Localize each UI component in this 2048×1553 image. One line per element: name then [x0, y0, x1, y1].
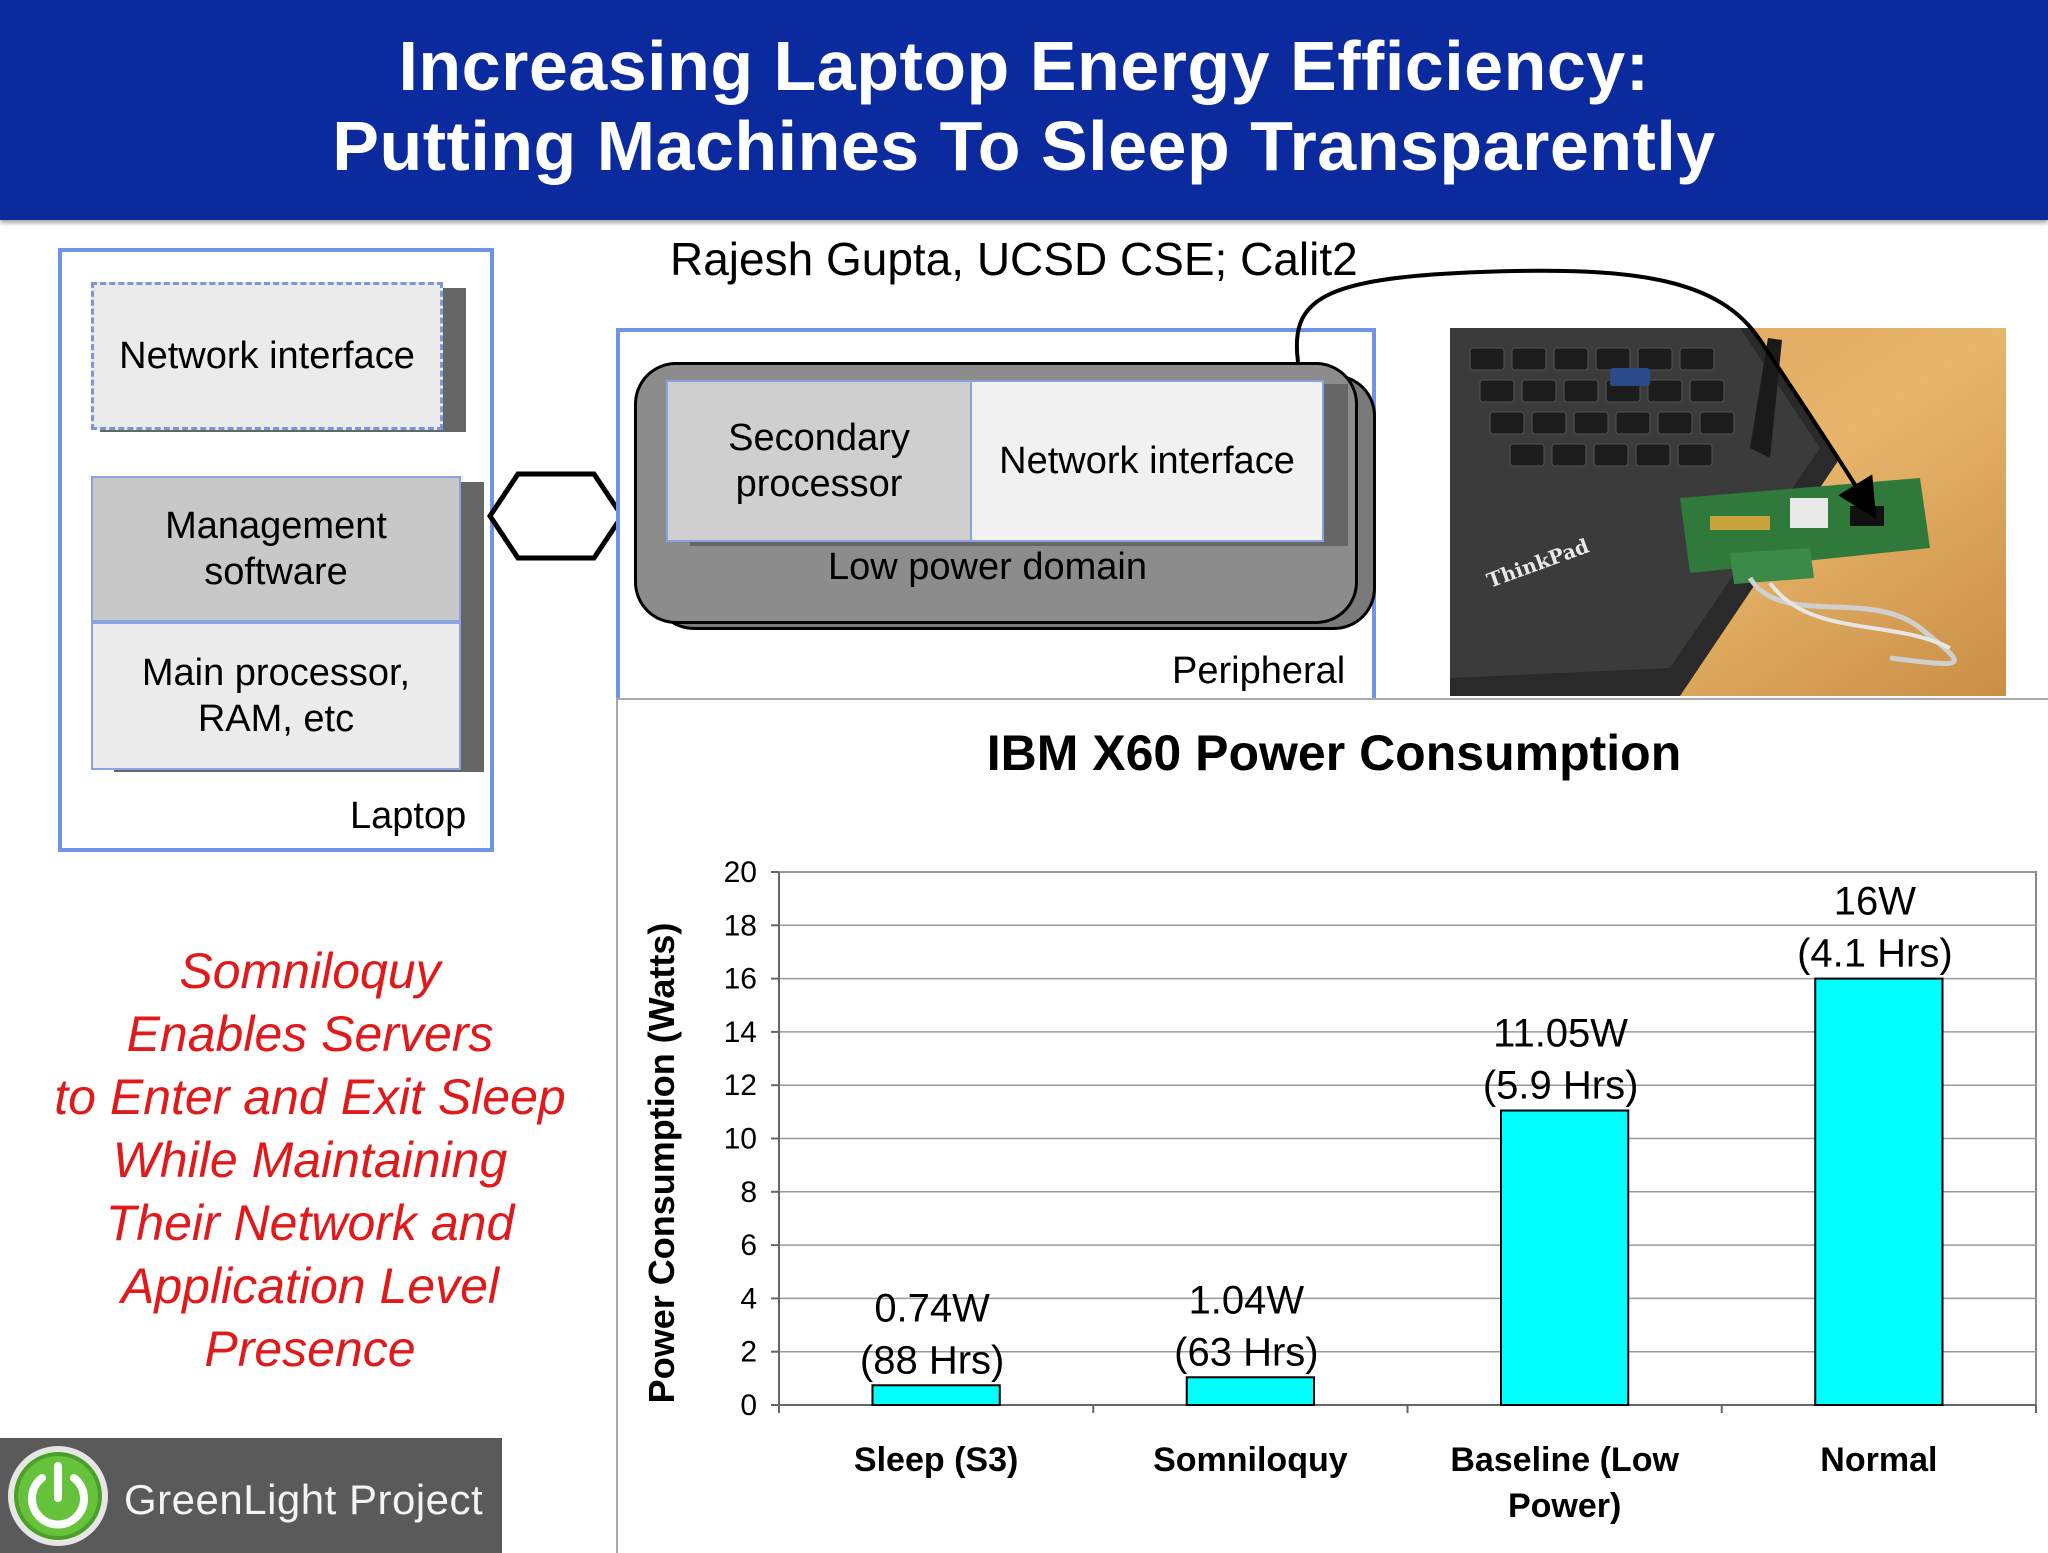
y-tick-label: 10	[724, 1123, 757, 1156]
data-label: (88 Hrs)	[860, 1338, 1004, 1382]
secondary-processor-label-2: processor	[735, 463, 903, 505]
x-category-label: Somniloquy	[1153, 1441, 1348, 1479]
title-line-1: Increasing Laptop Energy Efficiency:	[398, 27, 1650, 105]
peripheral-label: Peripheral	[1172, 650, 1346, 692]
laptop-peripheral-photo: ThinkPad	[1450, 328, 2006, 696]
data-label: (5.9 Hrs)	[1483, 1064, 1639, 1108]
y-tick-label: 16	[724, 963, 757, 996]
interface-connector-hexagon	[486, 471, 626, 561]
low-power-domain-label: Low power domain	[828, 546, 1147, 588]
laptop-label: Laptop	[350, 795, 467, 837]
title-banner: Increasing Laptop Energy Efficiency: Put…	[0, 0, 2048, 220]
y-tick-label: 20	[724, 856, 757, 889]
main-processor-label-1: Main processor,	[141, 652, 411, 694]
power-consumption-chart: IBM X60 Power Consumption Power Consumpt…	[641, 725, 2037, 1525]
chart-title: IBM X60 Power Consumption	[987, 725, 1682, 781]
chart-panel	[616, 698, 2048, 1553]
logo-text: GreenLight Project	[124, 1476, 484, 1523]
y-tick-label: 18	[724, 909, 757, 942]
peripheral-network-interface-label: Network interface	[999, 440, 1295, 482]
greenlight-logo	[0, 1438, 502, 1553]
data-label: (63 Hrs)	[1174, 1330, 1318, 1374]
laptop-network-interface-label: Network interface	[119, 335, 415, 377]
data-label: 0.74W	[874, 1286, 990, 1330]
x-category-label: Baseline (Low	[1450, 1441, 1679, 1479]
x-category-label: Power)	[1508, 1487, 1621, 1525]
caption-line-5: Their Network and	[105, 1195, 515, 1251]
main-processor-box: Main processor, RAM, etc	[91, 622, 461, 770]
management-software-box: Management software	[91, 476, 461, 622]
y-tick-label: 12	[724, 1069, 757, 1102]
caption-line-2: Enables Servers	[126, 1006, 494, 1062]
peripheral-network-interface-box: Network interface	[970, 380, 1324, 542]
y-axis-title: Power Consumption (Watts)	[641, 923, 682, 1404]
bar-3	[1499, 1109, 1630, 1406]
somniloquy-caption: Somniloquy Enables Servers to Enter and …	[30, 940, 590, 1381]
caption-line-1: Somniloquy	[179, 943, 441, 999]
x-category-label: Normal	[1820, 1441, 1937, 1479]
y-tick-label: 0	[740, 1389, 757, 1422]
y-tick-label: 2	[740, 1336, 757, 1369]
power-icon	[8, 1446, 108, 1546]
management-software-label-2: software	[204, 551, 348, 593]
secondary-processor-box: Secondary processor	[666, 380, 972, 542]
management-software-label-1: Management	[165, 505, 387, 547]
y-tick-label: 8	[740, 1176, 757, 1209]
y-tick-label: 4	[740, 1282, 757, 1315]
caption-line-4: While Maintaining	[112, 1132, 508, 1188]
y-tick-label: 6	[740, 1229, 757, 1262]
secondary-processor-label-1: Secondary	[728, 417, 910, 459]
data-label: 11.05W	[1493, 1012, 1628, 1056]
caption-line-7: Presence	[204, 1321, 416, 1377]
x-category-label: Sleep (S3)	[854, 1441, 1018, 1479]
bar-1	[871, 1384, 1001, 1406]
data-label: 16W	[1834, 880, 1916, 924]
data-label: 1.04W	[1189, 1278, 1305, 1322]
caption-line-6: Application Level	[120, 1258, 500, 1314]
bar-4	[1814, 977, 1944, 1406]
author-credit: Rajesh Gupta, UCSD CSE; Calit2	[670, 233, 1358, 285]
data-label: (4.1 Hrs)	[1797, 932, 1953, 976]
laptop-network-interface-box: Network interface	[91, 282, 443, 430]
title-line-2: Putting Machines To Sleep Transparently	[332, 107, 1716, 185]
caption-line-3: to Enter and Exit Sleep	[54, 1069, 566, 1125]
main-processor-label-2: RAM, etc	[197, 698, 355, 740]
y-tick-label: 14	[724, 1016, 757, 1049]
bar-2	[1185, 1376, 1316, 1406]
